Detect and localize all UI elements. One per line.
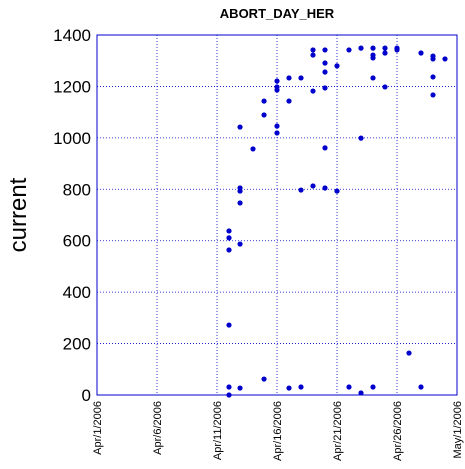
point [261, 98, 267, 104]
x-tick-label: May/1/2006 [452, 401, 464, 458]
point [346, 384, 352, 390]
x-tick-label: Apr/6/2006 [152, 401, 164, 455]
point [274, 78, 280, 84]
point [430, 92, 436, 98]
point [394, 47, 400, 53]
point [418, 384, 424, 390]
point [274, 130, 280, 136]
point [370, 75, 376, 81]
point [382, 50, 388, 56]
point [370, 384, 376, 390]
point [226, 392, 232, 398]
x-tick-label: Apr/21/2006 [332, 401, 344, 461]
point [261, 112, 267, 118]
y-tick-label: 200 [63, 335, 91, 354]
point [322, 145, 328, 151]
point [286, 98, 292, 104]
y-tick-label: 1000 [53, 129, 91, 148]
point [310, 88, 316, 94]
chart-title: ABORT_DAY_HER [220, 6, 335, 21]
y-tick-label: 0 [82, 386, 91, 405]
y-tick-label: 1400 [53, 26, 91, 45]
y-axis-label: current [5, 177, 32, 252]
point [226, 322, 232, 328]
point [322, 69, 328, 75]
point [298, 384, 304, 390]
point [382, 45, 388, 51]
point [237, 385, 243, 391]
point [298, 187, 304, 193]
point [418, 50, 424, 56]
point [310, 47, 316, 53]
plot-frame [96, 34, 458, 396]
x-tick-label: Apr/11/2006 [212, 401, 224, 460]
point [346, 47, 352, 53]
point [226, 228, 232, 234]
point [406, 350, 412, 356]
point [322, 185, 328, 191]
point [382, 84, 388, 90]
point [237, 241, 243, 247]
point [226, 247, 232, 253]
point [358, 390, 364, 396]
point [274, 87, 280, 93]
point [226, 384, 232, 390]
y-tick-label: 400 [63, 283, 91, 302]
y-tick-label: 600 [63, 232, 91, 251]
point [334, 188, 340, 194]
x-tick-label: Apr/26/2006 [392, 401, 404, 461]
point [430, 56, 436, 62]
point [322, 47, 328, 53]
point [322, 60, 328, 66]
point [322, 85, 328, 91]
point [334, 63, 340, 69]
y-tick-label: 1200 [53, 77, 91, 96]
point [310, 183, 316, 189]
point [358, 45, 364, 51]
point [261, 376, 267, 382]
point [430, 74, 436, 80]
point [286, 75, 292, 81]
point [310, 52, 316, 58]
point [370, 45, 376, 51]
point [358, 135, 364, 141]
y-tick-label: 800 [63, 180, 91, 199]
point [226, 235, 232, 241]
x-tick-label: Apr/1/2006 [92, 401, 104, 455]
point [250, 146, 256, 152]
point [370, 55, 376, 61]
point [442, 56, 448, 62]
point [237, 188, 243, 194]
point [274, 123, 280, 129]
x-tick-label: Apr/16/2006 [272, 401, 284, 461]
point [286, 385, 292, 391]
point [237, 124, 243, 130]
point [237, 200, 243, 206]
point [298, 75, 304, 81]
